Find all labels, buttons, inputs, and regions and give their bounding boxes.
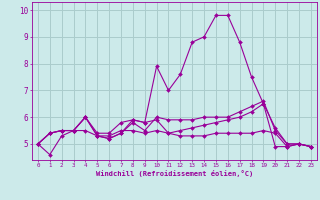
X-axis label: Windchill (Refroidissement éolien,°C): Windchill (Refroidissement éolien,°C) — [96, 170, 253, 177]
